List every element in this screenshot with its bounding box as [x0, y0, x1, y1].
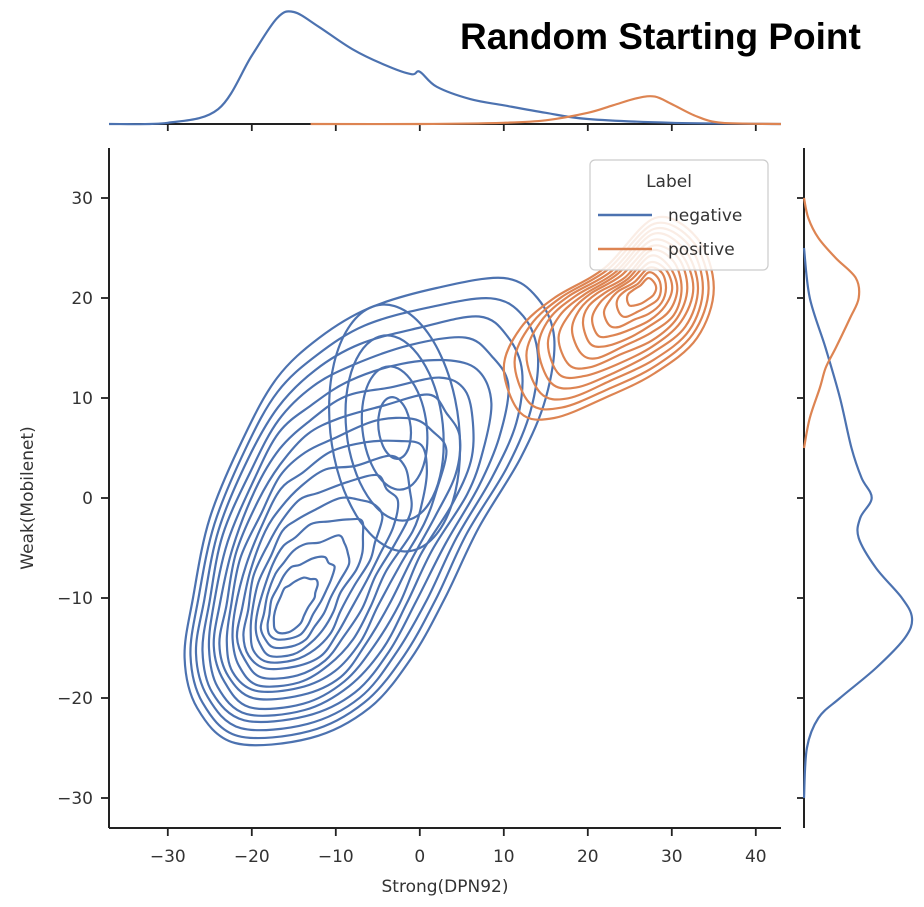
y-tick-label-3: 0: [82, 489, 93, 509]
y-tick-label-4: 10: [71, 389, 93, 409]
negative-contour-8: [225, 416, 448, 693]
main-axes: −30 −20 −10 0 10 20 30 40 −30 −20 −10 0 10 20 30: [57, 148, 781, 867]
negative-mode2-ring-4: [327, 303, 462, 553]
chart-title: Random Starting Point: [460, 16, 861, 57]
positive-contour-9: [590, 260, 674, 339]
y-tick-label-6: 30: [71, 189, 93, 209]
legend-title: Label: [646, 172, 692, 192]
x-tick-label-4: 10: [493, 847, 515, 867]
positive-contour-10: [602, 266, 668, 329]
negative-contour-1: [183, 276, 556, 747]
right-marginal-plot: [797, 148, 914, 828]
x-axis-label: Strong(DPN92): [382, 877, 509, 897]
x-tick-label-7: 40: [745, 847, 767, 867]
negative-contour-14: [259, 534, 351, 650]
negative-mode2-ring-2: [360, 365, 429, 491]
y-tick-label-2: −10: [57, 589, 93, 609]
negative-contour-7: [218, 393, 462, 701]
top-marginal-plot: [108, 10, 782, 131]
legend-label-positive: positive: [668, 240, 735, 260]
positive-contour-7: [570, 248, 683, 360]
positive-contour-4: [537, 232, 700, 390]
x-tick-label-2: −10: [318, 847, 354, 867]
positive-contour-3: [525, 226, 705, 401]
y-axis-label: Weak(Mobilenet): [18, 426, 38, 569]
positive-y-density-curve: [802, 197, 861, 449]
legend: Label negative positive: [589, 159, 769, 271]
positive-x-density-curve: [310, 95, 782, 126]
negative-y-density-curve: [802, 247, 914, 799]
positive-contour-12: [625, 276, 658, 307]
y-tick-label-1: −20: [57, 689, 93, 709]
negative-contour-13: [254, 517, 365, 658]
negative-contour-15: [266, 555, 336, 641]
negative-contour-16: [272, 576, 319, 635]
x-tick-label-3: 0: [414, 847, 425, 867]
positive-contour-2: [513, 221, 710, 411]
positive-contour-5: [546, 238, 695, 380]
positive-contour-8: [581, 254, 679, 348]
positive-contour-1: [502, 215, 715, 421]
x-tick-label-5: 20: [577, 847, 599, 867]
negative-contour-9: [231, 439, 429, 688]
negative-mode2-ring-3: [344, 334, 445, 522]
y-tick-label-0: −30: [57, 789, 93, 809]
x-tick-label-6: 30: [661, 847, 683, 867]
x-tick-label-1: −20: [234, 847, 270, 867]
negative-contour-5: [207, 358, 493, 717]
y-tick-label-5: 20: [71, 289, 93, 309]
negative-mode2-ring-1: [377, 396, 413, 460]
negative-contour-4: [201, 336, 510, 724]
kde-contour-plot: [183, 215, 715, 747]
positive-contour-11: [615, 271, 663, 319]
negative-contour-6: [212, 376, 475, 711]
negative-contour-2: [189, 297, 540, 740]
negative-contour-12: [249, 496, 384, 664]
legend-box: [589, 159, 769, 271]
legend-label-negative: negative: [668, 206, 742, 226]
x-tick-label-0: −30: [150, 847, 186, 867]
negative-contour-3: [194, 315, 524, 732]
positive-contour-6: [557, 244, 689, 370]
